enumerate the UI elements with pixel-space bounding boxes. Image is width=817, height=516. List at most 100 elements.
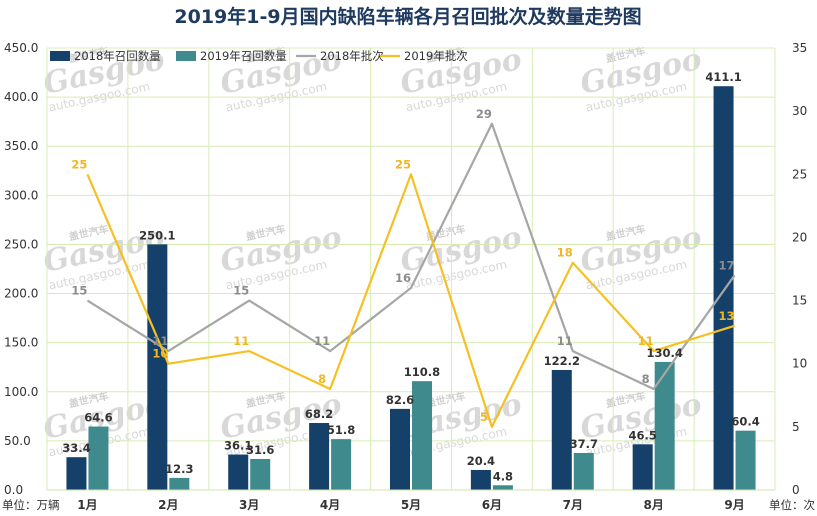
y-right-tick: 30 (792, 104, 807, 118)
bar-2018 (228, 454, 249, 490)
bar-label-2019: 37.7 (570, 437, 598, 451)
bar-2018 (309, 423, 330, 490)
bar-label-2019: 31.6 (246, 443, 274, 457)
line-label-2019: 25 (395, 157, 411, 171)
bar-2019 (492, 485, 513, 490)
line-label-2018: 11 (314, 334, 330, 348)
y-left-tick: 400.0 (4, 90, 38, 104)
axes: 0.0 50.0 100.0 150.0 200.0 250.0 300.0 350.0 400… (4, 41, 807, 512)
y-right-tick: 15 (792, 294, 807, 308)
y-left-tick: 300.0 (4, 188, 38, 202)
y-left-tick: 50.0 (4, 434, 31, 448)
bar-label-2019: 60.4 (731, 415, 759, 429)
line-label-2019: 13 (719, 309, 735, 323)
bar-label-2019: 12.3 (165, 462, 193, 476)
x-tick: 1月 (77, 498, 97, 512)
bar-2019 (654, 361, 675, 490)
legend: 2018年召回数量 2019年召回数量 2018年批次 2019年批次 (50, 49, 468, 63)
bar-label-2019: 110.8 (404, 365, 440, 379)
line-label-2019: 5 (480, 410, 488, 424)
line-label-2019: 18 (557, 246, 573, 260)
y-right-tick: 0 (792, 483, 800, 497)
chart-title: 2019年1-9月国内缺陷车辆各月召回批次及数量走势图 (174, 5, 641, 28)
bar-2019 (573, 452, 594, 490)
line-label-2019: 11 (638, 334, 654, 348)
lines (86, 122, 736, 428)
legend-label: 2019年批次 (404, 49, 468, 63)
bar-2019 (250, 458, 271, 490)
line-2019 (86, 173, 735, 428)
y-right-tick: 5 (792, 420, 800, 434)
line-label-2018: 16 (395, 271, 411, 285)
y-right-unit: 单位：次 (769, 498, 815, 512)
y-left-tick: 450.0 (4, 41, 38, 55)
x-tick: 4月 (320, 498, 340, 512)
line-2018 (86, 122, 736, 391)
line-label-2018: 15 (233, 284, 249, 298)
x-tick: 5月 (401, 498, 421, 512)
y-right-tick: 20 (792, 230, 807, 244)
y-right-tick: 10 (792, 357, 807, 371)
data-labels: 33.4 250.1 36.1 68.2 82.6 20.4 122.2 46.5 411.1 6… (62, 70, 759, 483)
y-left-tick: 350.0 (4, 139, 38, 153)
bar-2018 (551, 369, 572, 490)
line-label-2019: 11 (233, 334, 249, 348)
legend-label: 2018年批次 (320, 49, 384, 63)
x-tick: 9月 (724, 498, 744, 512)
y-left-tick: 200.0 (4, 287, 38, 301)
line-label-2018: 11 (152, 334, 168, 348)
legend-swatch (50, 51, 70, 61)
legend-label: 2019年召回数量 (200, 49, 287, 63)
x-tick: 3月 (239, 498, 259, 512)
bar-label-2018: 411.1 (705, 70, 741, 84)
bar-2019 (331, 439, 352, 490)
y-left-tick: 0.0 (4, 483, 23, 497)
bar-label-2019: 64.6 (84, 411, 112, 425)
x-tick: 7月 (563, 498, 583, 512)
line-label-2018: 15 (71, 284, 87, 298)
bar-2019 (735, 430, 756, 490)
line-label-2019: 25 (71, 157, 87, 171)
bar-label-2018: 82.6 (386, 393, 414, 407)
bars (66, 86, 756, 491)
line-label-2018: 17 (719, 258, 735, 272)
bar-label-2019: 4.8 (493, 469, 513, 483)
x-tick: 6月 (482, 498, 502, 512)
line-label-2019: 10 (152, 347, 168, 361)
line-label-2018: 29 (476, 107, 492, 121)
y-left-tick: 150.0 (4, 336, 38, 350)
bar-2018 (713, 86, 734, 491)
bar-label-2019: 130.4 (646, 346, 682, 360)
bar-label-2018: 36.1 (224, 439, 252, 453)
legend-swatch (176, 51, 196, 61)
line-label-2019: 8 (318, 372, 326, 386)
bar-2019 (88, 426, 109, 490)
bar-2018 (390, 408, 410, 490)
y-right-tick: 35 (792, 41, 807, 55)
x-tick: 2月 (158, 498, 178, 512)
y-left-tick: 100.0 (4, 385, 38, 399)
bar-label-2018: 33.4 (62, 441, 90, 455)
bar-label-2018: 122.2 (544, 354, 580, 368)
bar-2018 (470, 469, 491, 490)
legend-label: 2018年召回数量 (74, 49, 161, 63)
y-left-tick: 250.0 (4, 237, 38, 251)
bar-2019 (412, 381, 432, 490)
bar-2018 (66, 457, 87, 490)
line-label-2018: 8 (642, 372, 650, 386)
y-right-tick: 25 (792, 167, 807, 181)
bar-2019 (169, 477, 190, 490)
line-label-2018: 11 (557, 334, 573, 348)
x-tick: 8月 (643, 498, 663, 512)
bar-label-2018: 46.5 (628, 428, 656, 442)
bar-label-2018: 20.4 (467, 454, 495, 468)
bar-label-2019: 51.8 (327, 423, 355, 437)
